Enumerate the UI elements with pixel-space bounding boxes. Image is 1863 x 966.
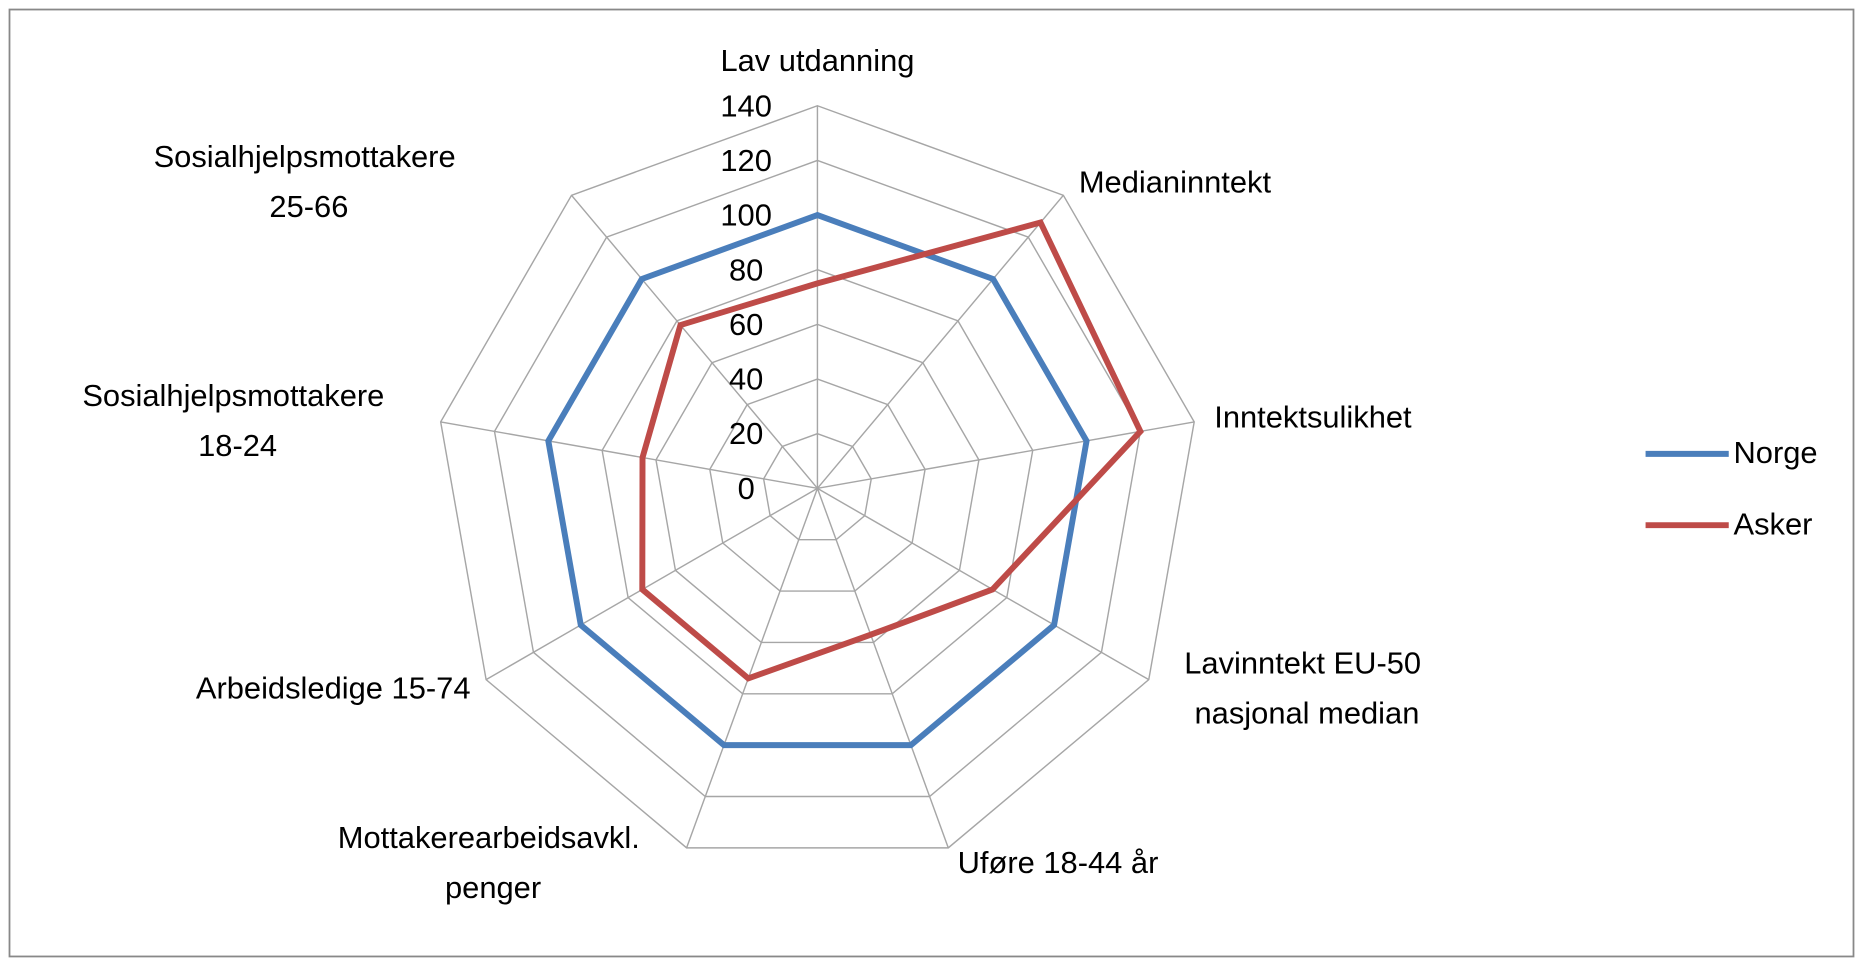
y-tick-label: 40 (729, 362, 763, 397)
series-line (639, 218, 1144, 682)
axis-spoke (817, 421, 1195, 490)
axis-spoke (816, 194, 1064, 489)
category-label: Medianinntekt (1079, 164, 1272, 199)
category-label: Sosialhjelpsmottakere 18-24 (82, 378, 393, 463)
category-label: Sosialhjelpsmottakere 25-66 (154, 139, 465, 224)
axis-spoke (817, 487, 1150, 681)
chart-border (8, 8, 1855, 958)
axis-spoke (685, 488, 819, 849)
y-tick-label: 80 (729, 252, 763, 287)
grid-line (493, 159, 1142, 798)
legend-label: Norge (1733, 435, 1817, 470)
legend-label: Asker (1733, 507, 1812, 542)
y-tick-label: 100 (720, 198, 772, 233)
grid-line (762, 432, 873, 541)
y-tick-label: 140 (720, 88, 772, 123)
axis-spoke (816, 488, 949, 849)
axis-spoke (440, 421, 818, 490)
y-tick-label: 60 (729, 307, 763, 342)
series-line (545, 211, 1090, 749)
category-label: Uføre 18-44 år (958, 845, 1159, 880)
category-label: Inntektsulikhet (1214, 400, 1412, 435)
grid-line (439, 105, 1195, 849)
category-label: Lav utdanning (720, 43, 914, 78)
axis-spoke (570, 194, 818, 489)
grid-line (601, 268, 1034, 695)
y-tick-label: 0 (738, 471, 755, 506)
grid-line (709, 378, 926, 592)
y-tick-label: 120 (720, 143, 772, 178)
category-label: Arbeidsledige 15-74 (196, 670, 471, 705)
y-tick-label: 20 (729, 416, 763, 451)
grid-line (655, 323, 980, 644)
category-label: Mottakerearbeidsavkl. penger (338, 820, 649, 905)
category-label: Lavinntekt EU-50 nasjonal median (1184, 646, 1429, 731)
axis-spoke (485, 487, 818, 681)
